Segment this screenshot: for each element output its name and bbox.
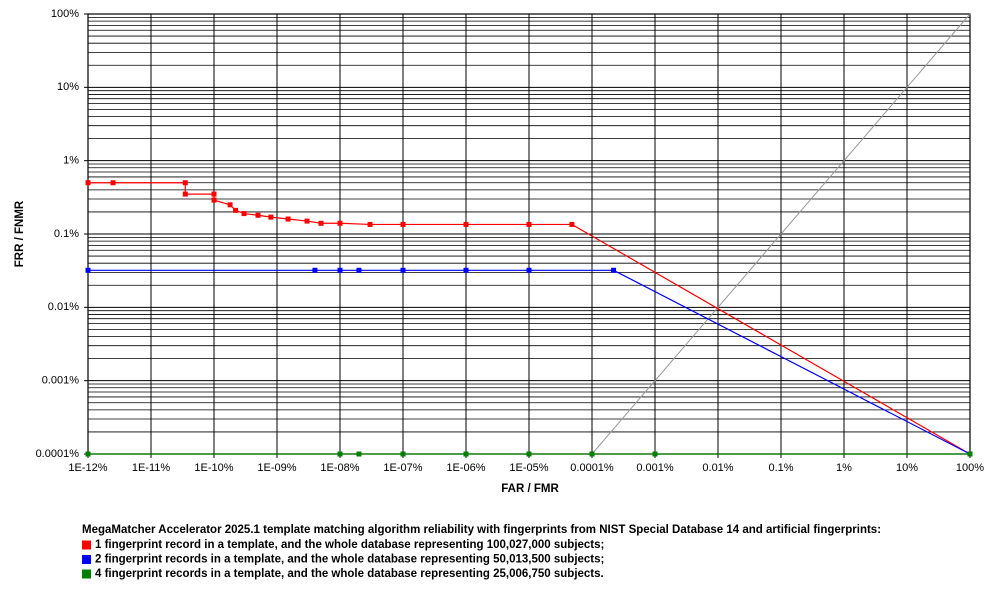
- legend-label: 4 fingerprint records in a template, and…: [95, 568, 604, 580]
- y-tick-label: 0.1%: [54, 228, 79, 240]
- x-tick-label: 0.0001%: [570, 462, 614, 474]
- point-marker: [255, 212, 261, 218]
- x-tick-label: 1E-05%: [509, 462, 548, 474]
- legend-label: 2 fingerprint records in a template, and…: [95, 554, 604, 566]
- point-marker: [285, 216, 291, 222]
- point-marker: [233, 207, 239, 213]
- legend-swatch: [82, 555, 91, 564]
- x-tick-label: 0.1%: [768, 462, 793, 474]
- legend-swatch: [82, 540, 91, 550]
- x-tick-label: 1E-08%: [320, 462, 359, 474]
- point-marker: [337, 451, 343, 457]
- point-marker: [463, 451, 469, 457]
- point-marker: [182, 180, 188, 186]
- x-tick-label: 1E-10%: [194, 462, 233, 474]
- y-tick-label: 10%: [57, 81, 79, 93]
- point-marker: [611, 267, 617, 273]
- x-tick-label: 1E-06%: [446, 462, 485, 474]
- y-tick-label: 0.01%: [48, 301, 79, 313]
- legend-swatch: [82, 569, 91, 579]
- point-marker: [337, 267, 343, 273]
- point-marker: [526, 267, 532, 273]
- point-marker: [463, 267, 469, 273]
- y-tick-label: 100%: [51, 8, 79, 20]
- x-tick-label: 0.001%: [636, 462, 674, 474]
- x-tick-label: 10%: [896, 462, 918, 474]
- equal-error-line: [591, 13, 971, 455]
- point-marker: [463, 221, 469, 227]
- point-marker: [589, 451, 595, 457]
- y-tick-label: 0.001%: [42, 375, 80, 387]
- point-marker: [85, 451, 91, 457]
- point-marker: [356, 267, 362, 273]
- y-tick-label: 0.0001%: [36, 448, 80, 460]
- x-tick-label: 1E-12%: [68, 462, 107, 474]
- point-marker: [227, 202, 233, 208]
- point-marker: [526, 451, 532, 457]
- point-marker: [211, 191, 217, 197]
- x-tick-label: 100%: [956, 462, 984, 474]
- point-marker: [569, 221, 575, 227]
- x-tick-label: 1%: [836, 462, 852, 474]
- point-marker: [312, 267, 318, 273]
- point-marker: [268, 214, 274, 220]
- point-marker: [110, 180, 116, 186]
- point-marker: [318, 220, 324, 226]
- point-marker: [367, 221, 373, 227]
- x-axis-label: FAR / FMR: [501, 483, 559, 495]
- y-axis-label: FRR / FNMR: [14, 200, 26, 267]
- point-marker: [967, 451, 973, 457]
- point-marker: [400, 267, 406, 273]
- point-marker: [400, 451, 406, 457]
- x-tick-label: 1E-09%: [257, 462, 296, 474]
- x-tick-label: 1E-11%: [132, 462, 171, 474]
- point-marker: [356, 451, 362, 457]
- point-marker: [337, 220, 343, 226]
- point-marker: [85, 180, 91, 186]
- legend-label: 1 fingerprint record in a template, and …: [95, 539, 604, 551]
- point-marker: [85, 267, 91, 273]
- point-marker: [241, 211, 247, 217]
- x-tick-label: 1E-07%: [383, 462, 422, 474]
- point-marker: [400, 221, 406, 227]
- y-tick-label: 1%: [63, 155, 79, 167]
- point-marker: [211, 197, 217, 203]
- point-marker: [526, 221, 532, 227]
- point-marker: [182, 191, 188, 197]
- point-marker: [304, 218, 310, 224]
- x-tick-label: 0.01%: [702, 462, 733, 474]
- legend-title: MegaMatcher Accelerator 2025.1 template …: [82, 524, 881, 536]
- point-marker: [652, 451, 658, 457]
